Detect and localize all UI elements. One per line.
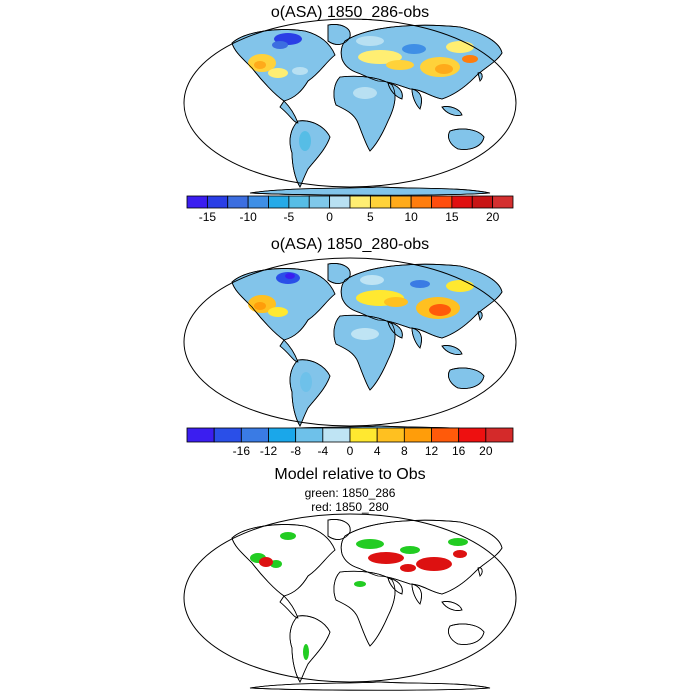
map3-globe-outline: [183, 513, 517, 683]
colorbar1-swatch: [247, 195, 269, 209]
colorbar2-swatch: [213, 427, 242, 443]
colorbar1-swatch: [471, 195, 494, 209]
colorbar1-tick-label: 20: [486, 210, 500, 224]
colorbar2-tick-label: 12: [425, 444, 439, 458]
colorbar2-swatch: [322, 427, 351, 443]
colorbar1-swatch: [369, 195, 392, 209]
colorbar-1: -15 -10 -5 0 5 10 15 20: [186, 195, 514, 224]
colorbar1-tick-label: 0: [326, 210, 333, 224]
colorbar1-tick-label: 10: [404, 210, 418, 224]
colorbar1-swatch: [410, 195, 432, 209]
colorbar1-tick-label: 5: [367, 210, 374, 224]
colorbar2-tick-label: -8: [290, 444, 301, 458]
colorbar2-tick-label: -16: [233, 444, 251, 458]
colorbar1-swatch: [390, 195, 412, 209]
map-panel-1: [183, 18, 517, 196]
colorbar-2: -16 -12 -8 -4 0 4 8 12 16 20: [186, 427, 514, 458]
colorbar1-swatch: [186, 195, 208, 209]
colorbar2-swatch: [240, 427, 269, 443]
panel3-legend-green: green: 1850_286: [304, 486, 396, 500]
colorbar1-tick-label: -5: [284, 210, 295, 224]
panel3-title: Model relative to Obs: [274, 466, 426, 483]
colorbar2-swatch: [186, 427, 215, 443]
colorbar2-tick-label: 20: [479, 444, 493, 458]
map3-green-region: [250, 532, 468, 660]
map2-anomaly-patches: [248, 272, 474, 392]
colorbar2-swatch: [458, 427, 487, 443]
colorbar1-swatch: [451, 195, 473, 209]
colorbar2-swatch: [376, 427, 405, 443]
colorbar2-tick-label: -12: [260, 444, 278, 458]
colorbar1-tick-label: -10: [239, 210, 257, 224]
map1-globe-outline: [183, 18, 517, 188]
colorbar2-tick-label: 0: [347, 444, 354, 458]
colorbar2-tick-label: 16: [452, 444, 466, 458]
colorbar1-swatch: [308, 195, 331, 209]
colorbar1-swatch: [288, 195, 310, 209]
colorbar2-tick-label: 4: [374, 444, 381, 458]
colorbar2-swatch: [403, 427, 432, 443]
colorbar1-swatch: [206, 195, 229, 209]
colorbar1-swatch: [431, 195, 453, 209]
colorbar1-swatch: [227, 195, 249, 209]
map1-anomaly-patches: [248, 33, 478, 151]
map2-globe-outline: [183, 257, 517, 427]
panel1-title: o(ASA) 1850_286-obs: [270, 4, 430, 21]
colorbar1-swatch: [329, 195, 351, 209]
panel3-legend-red: red: 1850_280: [311, 500, 389, 514]
map-panel-2: [183, 257, 517, 435]
colorbar1-swatch: [492, 195, 514, 209]
colorbar2-swatch: [268, 427, 297, 443]
colorbar2-tick-label: -4: [317, 444, 328, 458]
colorbar2-swatch: [431, 427, 460, 443]
map3-red-region: [259, 550, 467, 572]
colorbar1-tick-label: -15: [199, 210, 217, 224]
colorbar1-swatch: [349, 195, 371, 209]
colorbar1-swatch: [268, 195, 290, 209]
colorbar2-swatch: [485, 427, 514, 443]
colorbar2-swatch: [349, 427, 378, 443]
map-panel-3: [183, 513, 517, 691]
colorbar2-swatch: [295, 427, 324, 443]
panel2-title: o(ASA) 1850_280-obs: [270, 236, 430, 253]
colorbar2-tick-label: 8: [401, 444, 408, 458]
colorbar1-tick-label: 15: [445, 210, 459, 224]
